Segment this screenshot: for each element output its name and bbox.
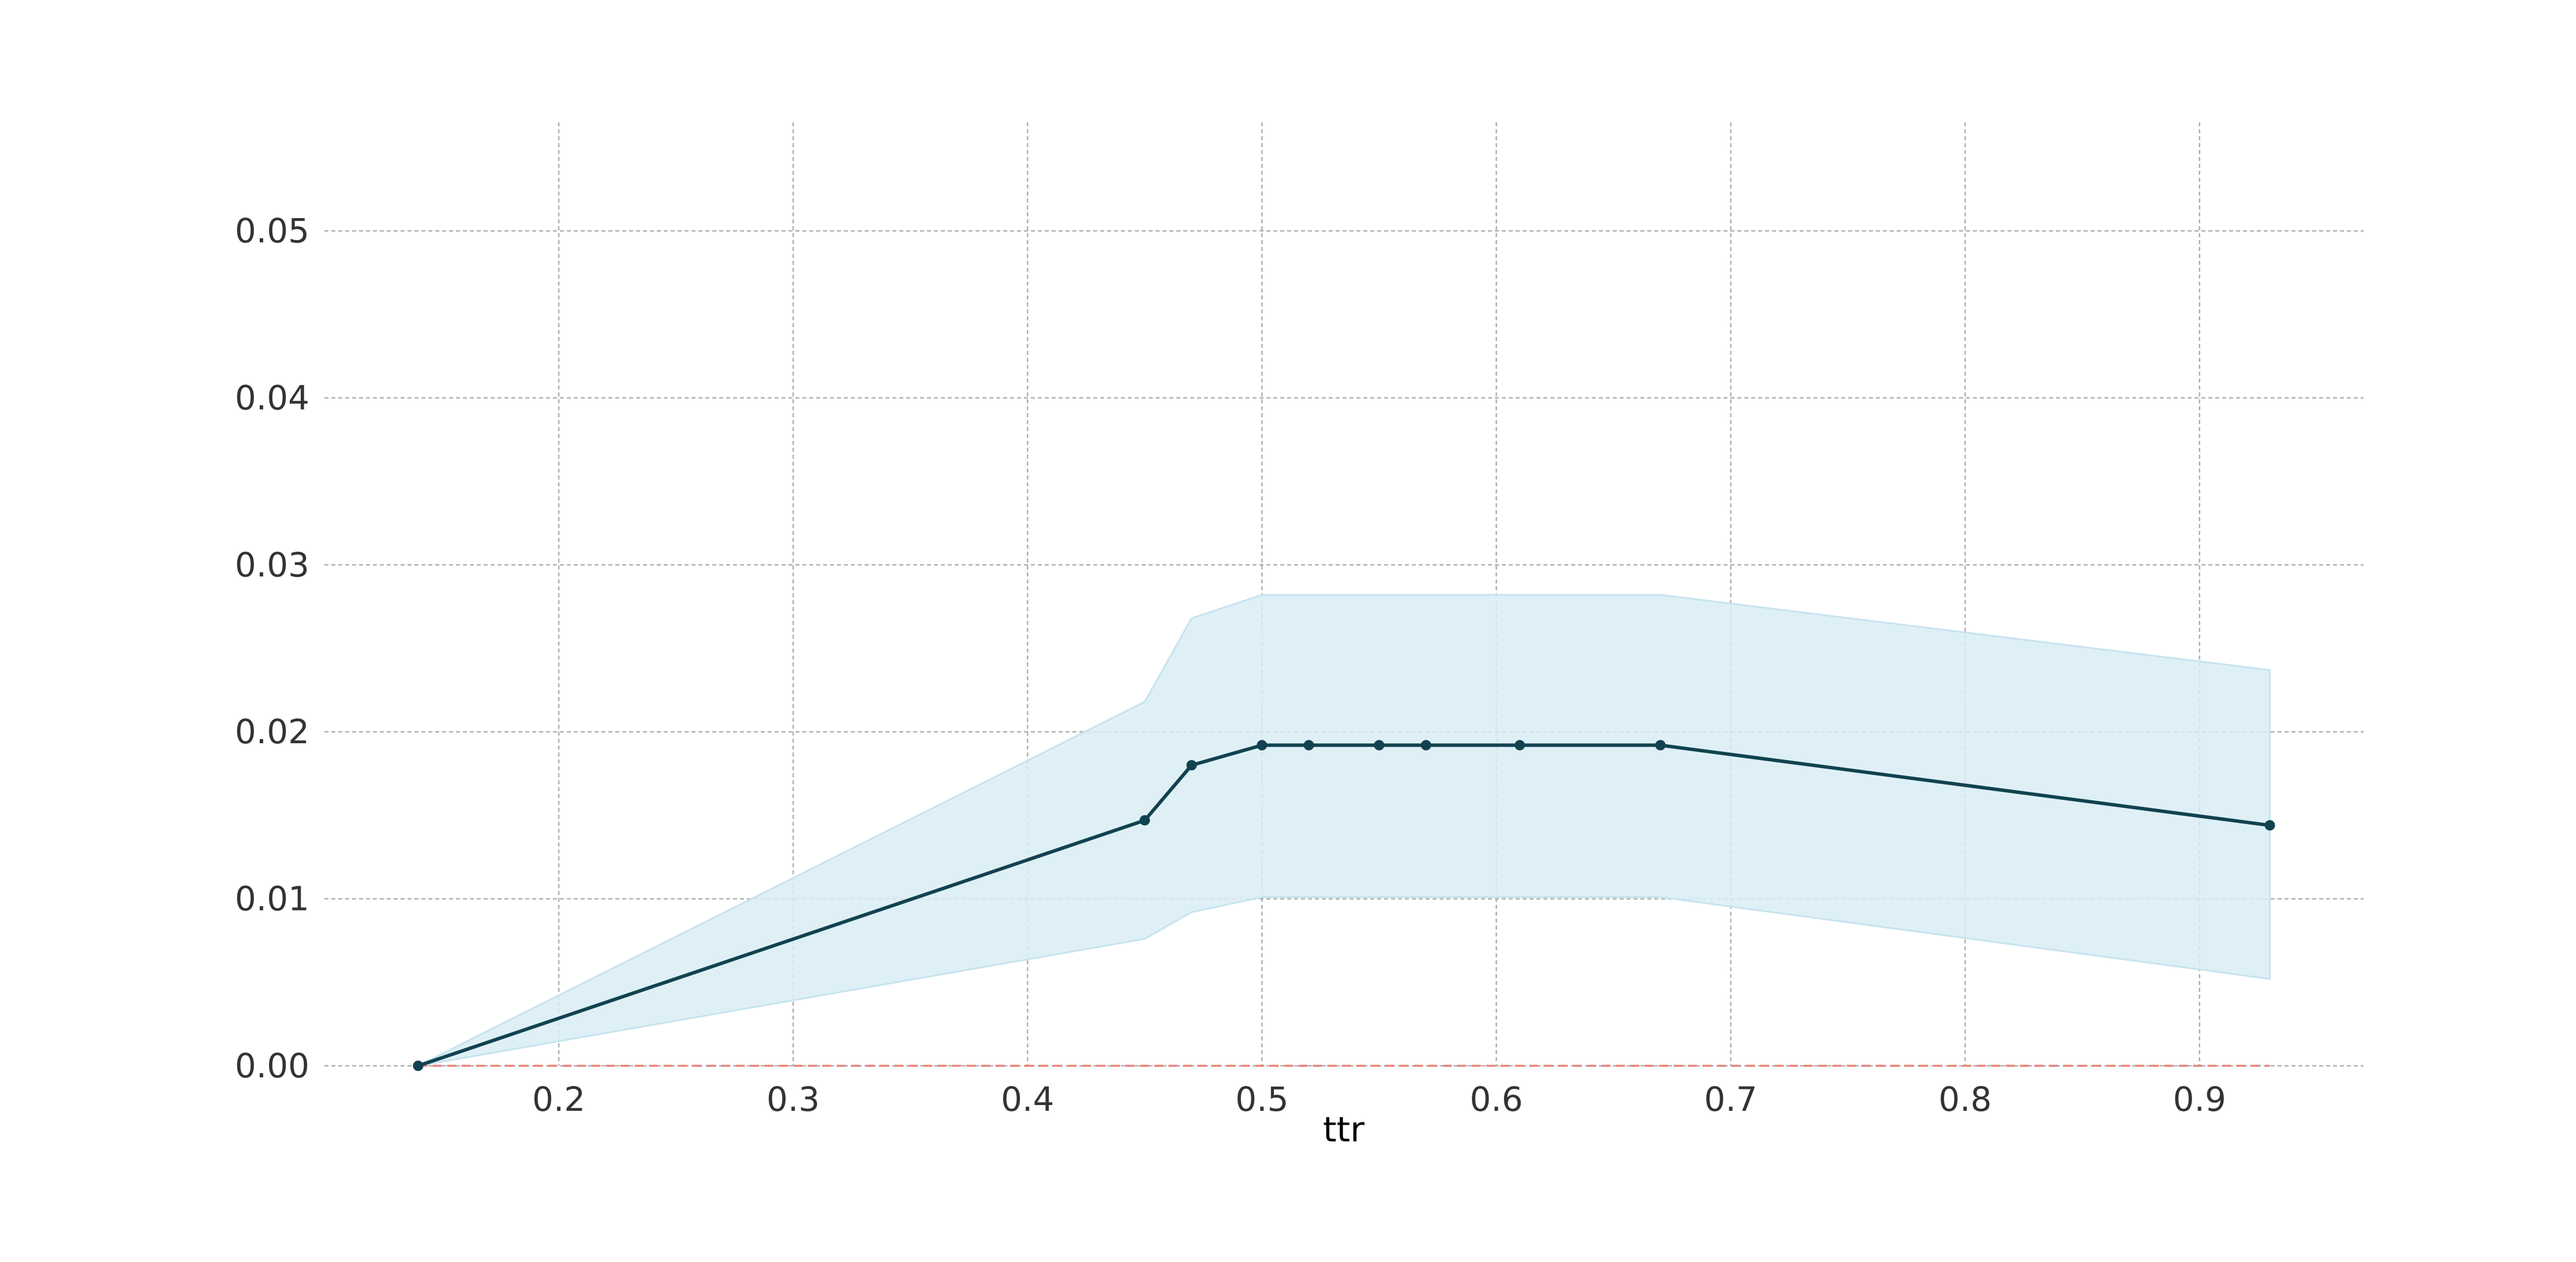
y-tick-label: 0.04 [235, 378, 309, 417]
x-tick-label: 0.3 [767, 1080, 820, 1119]
confidence-band [417, 594, 2271, 1067]
x-tick-label: 0.2 [532, 1080, 585, 1119]
series-line [416, 743, 2272, 1068]
series-line-layer [416, 743, 2272, 1068]
data-point [1186, 760, 1197, 771]
y-tick-label: 0.01 [235, 879, 309, 919]
y-tick-labels: 0.00 0.01 0.02 0.03 0.04 0.05 [235, 211, 309, 1085]
y-tick-label: 0.00 [235, 1046, 309, 1085]
data-point [1420, 740, 1431, 751]
data-point [2264, 820, 2275, 831]
data-points-layer [413, 740, 2275, 1071]
data-point [1139, 815, 1150, 826]
y-tick-label: 0.02 [235, 712, 309, 751]
data-point [1655, 740, 1666, 751]
x-tick-label: 0.4 [1001, 1080, 1054, 1119]
data-point [1257, 740, 1268, 751]
data-point [1515, 740, 1526, 751]
x-tick-label: 0.7 [1704, 1080, 1757, 1119]
y-tick-label: 0.05 [235, 211, 309, 250]
data-point [413, 1061, 424, 1071]
x-tick-labels: 0.2 0.3 0.4 0.5 0.6 0.7 0.8 0.9 [532, 1080, 2226, 1119]
x-axis-title: ttr [1323, 1110, 1364, 1150]
confidence-band-layer [417, 594, 2271, 1067]
data-point [1303, 740, 1314, 751]
x-tick-label: 0.5 [1235, 1080, 1288, 1119]
x-tick-label: 0.6 [1470, 1080, 1523, 1119]
y-tick-label: 0.03 [235, 545, 309, 585]
x-tick-label: 0.8 [1939, 1080, 1992, 1119]
data-point [1374, 740, 1385, 751]
x-tick-label: 0.9 [2173, 1080, 2226, 1119]
